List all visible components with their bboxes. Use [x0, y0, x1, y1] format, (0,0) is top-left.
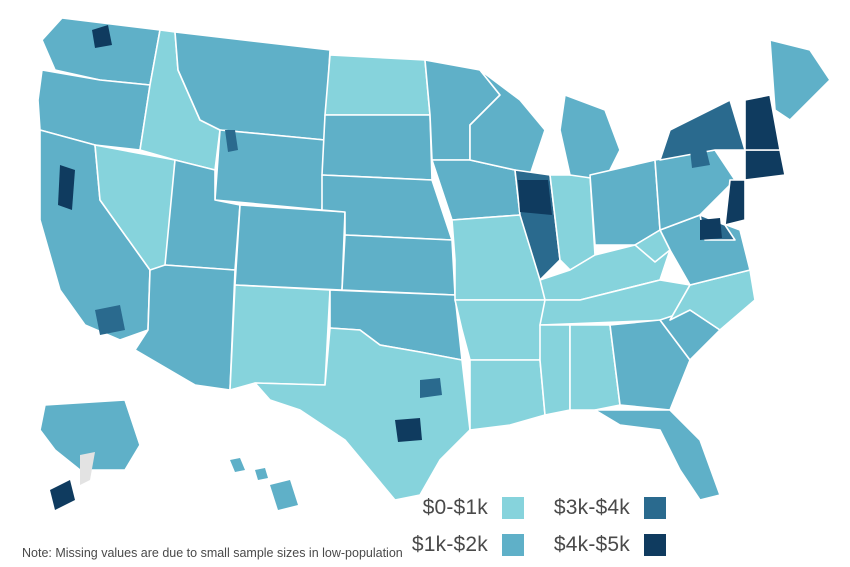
legend-item-4k-5k: $4k-$5k — [530, 533, 666, 557]
west-virginia-state — [634, 229, 671, 263]
new-york-state — [659, 99, 746, 161]
colorado-state — [234, 204, 346, 291]
vermont-new-hampshire-state — [744, 94, 781, 151]
dc-area — [700, 218, 722, 240]
mississippi-state — [539, 324, 571, 416]
south-dakota-state — [321, 114, 433, 181]
maine-state — [769, 39, 831, 121]
legend-label: $4k-$5k — [553, 533, 630, 556]
footnote: Note: Missing values are due to small sa… — [22, 546, 403, 560]
north-dakota-state — [324, 54, 431, 116]
michigan-state — [559, 94, 621, 181]
alaska-missing-area — [80, 452, 95, 485]
iowa-state — [431, 159, 521, 221]
alaska-state — [39, 399, 141, 471]
legend-label: $3k-$4k — [553, 496, 630, 519]
hawaii-island-1 — [230, 458, 245, 472]
legend-item-1k-2k: $1k-$2k — [388, 533, 524, 557]
kansas-state — [341, 234, 456, 296]
connecticut-massachusetts-state — [744, 149, 786, 181]
legend-item-0-1k: $0-$1k — [388, 496, 524, 520]
legend-item-3k-4k: $3k-$4k — [530, 496, 666, 520]
hawaii-big-island — [270, 480, 298, 510]
idaho-county — [225, 130, 238, 152]
florida-state — [594, 409, 721, 501]
legend-label: $1k-$2k — [411, 533, 488, 556]
austin-area — [395, 418, 422, 442]
new-mexico-state — [229, 284, 331, 391]
legend-swatch — [502, 534, 524, 556]
bay-area — [58, 165, 75, 210]
legend-swatch — [644, 534, 666, 556]
alabama-state — [569, 324, 621, 411]
alaska-dark-county — [50, 480, 75, 510]
louisiana-state — [469, 359, 546, 431]
legend-swatch — [502, 497, 524, 519]
upstate-ny-county — [690, 145, 710, 168]
new-jersey-state — [724, 179, 746, 226]
arkansas-state — [454, 299, 546, 361]
dallas-area — [420, 378, 442, 398]
oregon-state — [37, 69, 151, 151]
legend-label: $0-$1k — [422, 496, 488, 519]
seattle-area — [92, 25, 112, 48]
arizona-state — [134, 264, 236, 391]
legend-swatch — [644, 497, 666, 519]
chicago-area — [518, 180, 552, 215]
texas-state — [254, 327, 471, 501]
hawaii-island-2 — [255, 468, 268, 480]
ohio-state — [589, 159, 661, 246]
los-angeles-area — [95, 305, 125, 335]
georgia-state — [609, 319, 691, 411]
